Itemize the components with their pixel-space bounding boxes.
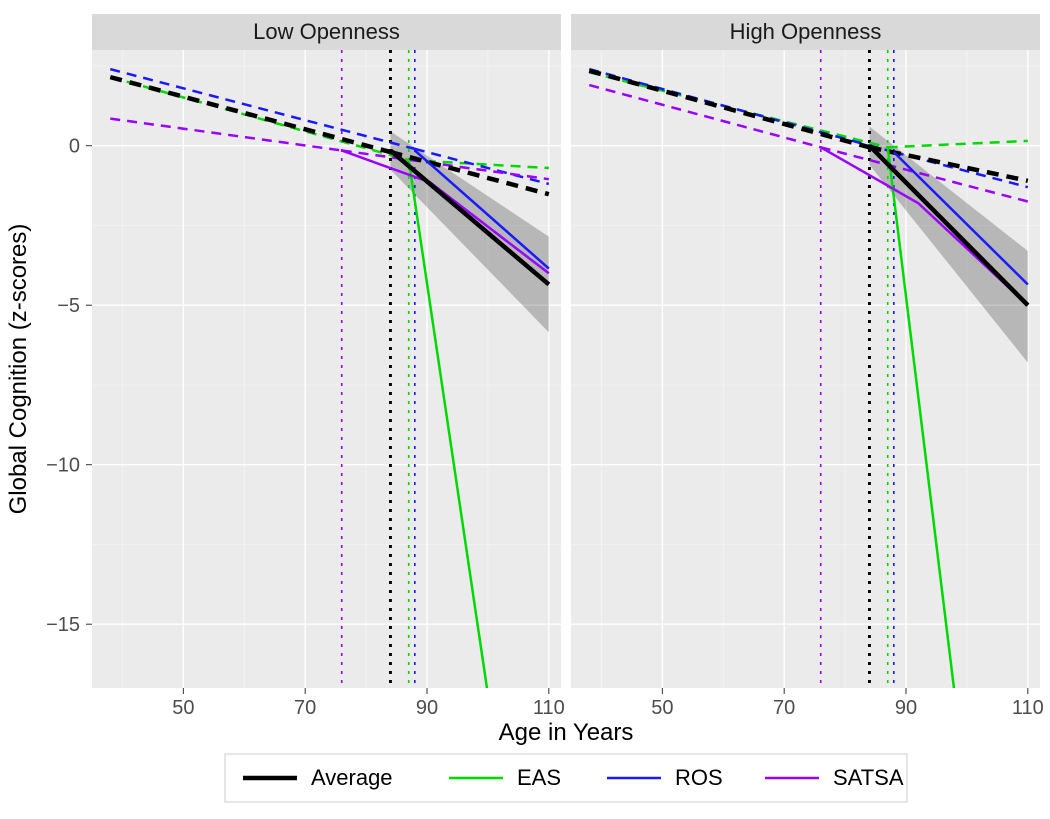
legend-label: SATSA bbox=[833, 765, 904, 790]
y-axis-title: Global Cognition (z-scores) bbox=[5, 224, 32, 515]
x-tick-label: 70 bbox=[294, 697, 316, 719]
x-tick-label: 110 bbox=[1012, 697, 1044, 719]
facet-label: Low Openness bbox=[253, 19, 400, 44]
x-tick-label: 90 bbox=[895, 697, 917, 719]
facet-label: High Openness bbox=[730, 19, 882, 44]
y-tick-label: 0 bbox=[69, 136, 80, 158]
x-tick-label: 50 bbox=[172, 697, 194, 719]
y-tick-label: −5 bbox=[57, 295, 80, 317]
legend-label: Average bbox=[311, 765, 393, 790]
x-tick-label: 110 bbox=[533, 697, 565, 719]
legend-label: ROS bbox=[675, 765, 723, 790]
x-axis-title: Age in Years bbox=[499, 719, 634, 746]
x-tick-label: 90 bbox=[416, 697, 438, 719]
x-tick-label: 70 bbox=[773, 697, 795, 719]
y-tick-label: −10 bbox=[46, 455, 80, 477]
x-tick-label: 50 bbox=[651, 697, 673, 719]
facet-chart: Low Openness 50 70 90 110 High Openness 50 70 90… bbox=[0, 0, 1050, 819]
legend-label: EAS bbox=[517, 765, 561, 790]
y-tick-label: −15 bbox=[46, 614, 80, 636]
